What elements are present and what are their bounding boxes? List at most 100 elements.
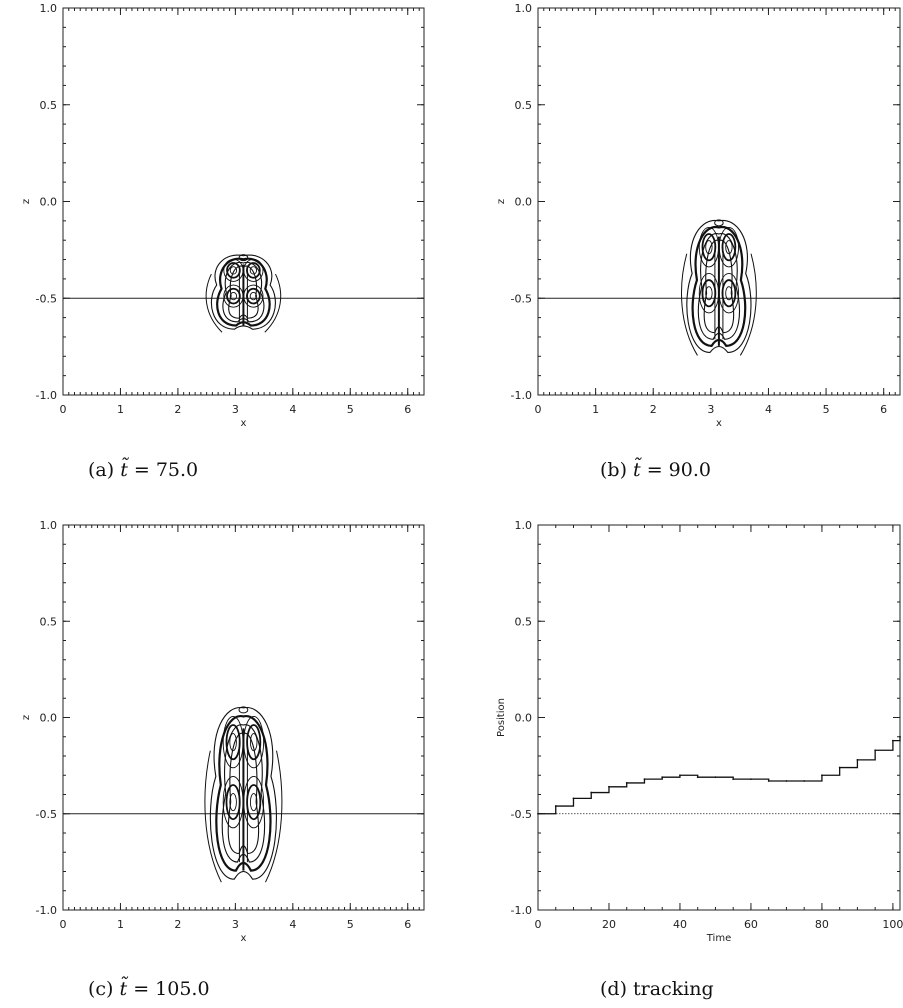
contour-filament xyxy=(681,253,698,356)
vortex-contour xyxy=(226,262,241,279)
y-tick-label: -0.5 xyxy=(511,808,532,821)
caption-variable: t̃ xyxy=(120,458,129,481)
vortex-contour xyxy=(249,291,258,301)
vortex-contour xyxy=(225,724,241,761)
vortex-contour xyxy=(249,733,258,752)
x-tick-label: 4 xyxy=(765,403,772,416)
y-tick-label: -0.5 xyxy=(511,292,532,305)
x-tick-label: 0 xyxy=(60,918,67,931)
vortex-contour xyxy=(229,266,238,275)
contour-line xyxy=(686,219,752,353)
data-point xyxy=(899,735,901,738)
x-tick-label: 6 xyxy=(404,918,411,931)
y-tick-label: 0.0 xyxy=(40,712,58,725)
plume-contours xyxy=(205,254,282,333)
data-point xyxy=(554,805,557,807)
vortex-contour xyxy=(249,266,258,275)
vortex-contour xyxy=(223,258,244,282)
vortex-contour xyxy=(243,775,265,829)
caption-value: = 90.0 xyxy=(641,459,711,481)
vortex-contour xyxy=(718,226,740,268)
data-point xyxy=(732,778,735,780)
caption-variable: t̃ xyxy=(120,977,129,1000)
data-point xyxy=(767,780,770,782)
y-tick-label: 0.5 xyxy=(40,615,58,628)
x-axis-label: x xyxy=(716,418,722,429)
panel-c: -1.0 -0.5 0.0 0.5 1.0 0 1 2 3 4 5 6 x z (c) t̃ = 105.0 xyxy=(21,519,425,1000)
x-tick-label: 2 xyxy=(174,403,181,416)
vortex-contour xyxy=(246,287,261,305)
data-point xyxy=(750,778,752,780)
data-point xyxy=(537,812,539,815)
data-point xyxy=(643,778,646,780)
y-tick-label: 0.0 xyxy=(515,196,533,209)
caption-value: = 105.0 xyxy=(127,978,209,1000)
plume-contours xyxy=(681,219,757,356)
y-tick-label: -1.0 xyxy=(36,389,57,402)
vortex-contour xyxy=(718,273,740,314)
y-tick-label: 1.0 xyxy=(515,519,533,532)
contour-line xyxy=(209,707,277,880)
vortex-contour xyxy=(226,287,241,305)
x-tick-label: 4 xyxy=(289,918,296,931)
plot-frame xyxy=(62,7,425,396)
data-point xyxy=(874,749,877,752)
data-point xyxy=(838,766,841,769)
y-tick-label: -1.0 xyxy=(511,904,532,917)
y-tick-label: 0.0 xyxy=(40,196,58,209)
y-tick-label: -1.0 xyxy=(511,389,532,402)
y-axis-label: Position xyxy=(496,698,507,737)
vortex-contour xyxy=(243,258,264,282)
contour-line xyxy=(210,254,276,330)
data-point xyxy=(821,774,823,777)
data-point xyxy=(856,758,859,761)
y-axis-label: z xyxy=(496,199,507,204)
vortex-contour xyxy=(701,233,717,262)
vortex-contour xyxy=(225,784,241,821)
y-axis-label: z xyxy=(21,199,32,204)
y-tick-label: 0.5 xyxy=(515,99,533,112)
vortex-contour xyxy=(222,775,244,829)
x-tick-label: 20 xyxy=(602,918,616,931)
plot-frame xyxy=(537,524,901,911)
y-tick-label: -0.5 xyxy=(36,808,57,821)
x-tick-label: 2 xyxy=(650,403,657,416)
x-tick-label: 0 xyxy=(535,403,542,416)
x-tick-label: 5 xyxy=(823,403,830,416)
data-point xyxy=(803,780,806,782)
y-tick-label: -0.5 xyxy=(36,292,57,305)
y-tick-label: 1.0 xyxy=(515,2,533,15)
caption-variable: t̃ xyxy=(633,458,642,481)
data-point xyxy=(785,780,788,782)
vortex-contour xyxy=(246,724,262,761)
panel-b: -1.0 -0.5 0.0 0.5 1.0 0 1 2 3 4 5 6 x z (b) t̃ = 90.0 xyxy=(496,2,901,481)
x-tick-label: 40 xyxy=(673,918,687,931)
x-tick-label: 1 xyxy=(117,403,124,416)
contour-filament xyxy=(264,273,282,333)
contour-filament xyxy=(204,750,222,883)
x-tick-label: 0 xyxy=(535,918,542,931)
vortex-contour xyxy=(725,286,733,301)
vortex-contour xyxy=(698,226,720,268)
data-point xyxy=(892,739,894,742)
data-point xyxy=(696,776,699,779)
x-tick-label: 60 xyxy=(744,918,758,931)
tracking-series-line xyxy=(538,736,901,815)
plume-contours xyxy=(204,706,283,883)
x-tick-label: 100 xyxy=(882,918,903,931)
vortex-contour xyxy=(229,793,237,812)
x-tick-label: 1 xyxy=(117,918,124,931)
y-tick-label: -1.0 xyxy=(36,904,57,917)
vortex-contour xyxy=(721,279,737,308)
caption-prefix: (b) xyxy=(600,459,633,481)
y-tick-label: 0.5 xyxy=(515,615,533,628)
y-tick-label: 1.0 xyxy=(40,519,58,532)
panel-caption: (b) t̃ = 90.0 xyxy=(600,458,711,481)
vortex-contour xyxy=(229,291,238,301)
x-tick-label: 6 xyxy=(880,403,887,416)
vortex-contour xyxy=(229,733,237,752)
x-tick-label: 2 xyxy=(174,918,181,931)
x-axis-label: x xyxy=(241,933,247,944)
vortex-contour xyxy=(243,284,264,308)
x-tick-label: 4 xyxy=(289,403,296,416)
